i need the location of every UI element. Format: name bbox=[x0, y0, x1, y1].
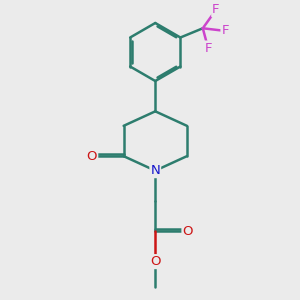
Text: F: F bbox=[204, 41, 212, 55]
Text: N: N bbox=[150, 164, 160, 177]
Text: O: O bbox=[182, 225, 193, 238]
Text: O: O bbox=[87, 150, 97, 163]
Text: O: O bbox=[150, 255, 160, 268]
Text: F: F bbox=[221, 24, 229, 38]
Text: F: F bbox=[212, 3, 220, 16]
